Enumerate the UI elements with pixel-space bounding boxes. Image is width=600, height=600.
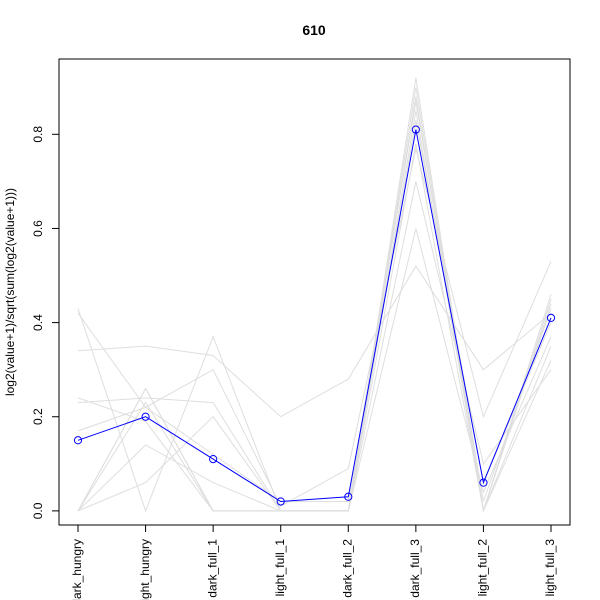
background-series-line-10 <box>77 101 552 502</box>
y-tick-label: 0.2 <box>31 408 45 425</box>
x-tick-label: light_full_3 <box>543 539 557 597</box>
x-tick-label: light_full_2 <box>476 539 490 597</box>
highlight-series-line <box>77 129 552 503</box>
highlight-point-dark_full_3 <box>411 125 420 134</box>
y-tick-label: 0.4 <box>31 314 45 331</box>
highlight-point-dark_full_1 <box>209 455 218 464</box>
x-axis: dark_hungry light_hungry dark_full_1 light_… <box>70 525 557 600</box>
highlight-point-light_full_2 <box>479 478 488 487</box>
background-series-line-3 <box>77 265 552 418</box>
background-series-line-11 <box>77 110 552 513</box>
x-tick-label: dark_full_3 <box>408 539 422 598</box>
x-tick-label: light_full_1 <box>273 539 287 597</box>
highlight-point-dark_full_2 <box>344 492 353 501</box>
background-series-line-9 <box>77 228 552 512</box>
y-tick-label: 0.0 <box>31 502 45 519</box>
series-layer <box>73 77 556 513</box>
highlight-point-light_full_3 <box>546 313 556 322</box>
plot-frame <box>58 58 571 526</box>
background-series-line-1 <box>77 77 552 512</box>
background-series-line-5 <box>77 148 552 507</box>
chart-title: 610 <box>302 22 326 38</box>
highlight-point-light_hungry <box>141 412 150 421</box>
y-axis: 0.0 0.2 0.4 0.6 0.8 <box>31 126 59 519</box>
highlight-point-dark_hungry <box>73 436 83 445</box>
background-series-line-8 <box>77 143 552 513</box>
y-axis-title: log2(value+1)/sqrt(sum(log2(value+1))) <box>3 188 17 396</box>
x-tick-label: dark_full_1 <box>205 539 219 598</box>
x-tick-label: dark_hungry <box>70 539 84 600</box>
y-tick-label: 0.8 <box>31 126 45 143</box>
x-tick-label: light_hungry <box>138 539 152 600</box>
x-tick-label: dark_full_2 <box>340 539 354 598</box>
y-tick-label: 0.6 <box>31 220 45 237</box>
background-series-line-7 <box>77 120 552 512</box>
highlight-point-light_full_1 <box>276 497 285 506</box>
